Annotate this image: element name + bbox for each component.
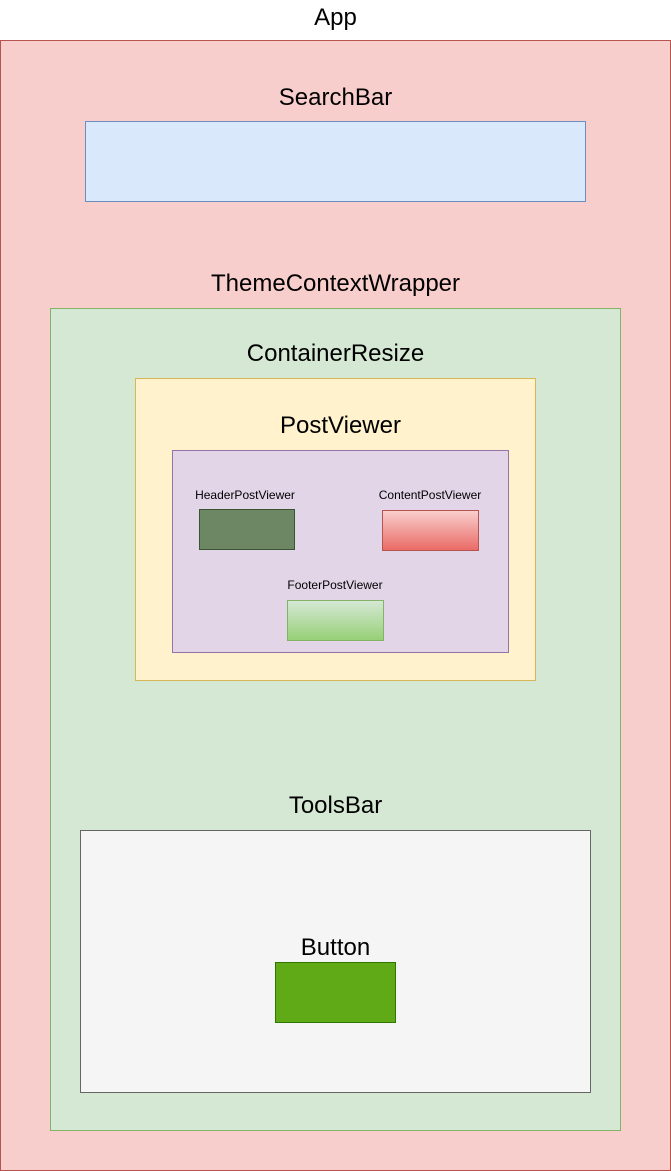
tools-bar-label: ToolsBar bbox=[288, 792, 383, 819]
content-post-viewer-box bbox=[382, 510, 479, 551]
header-post-viewer-box bbox=[199, 509, 295, 550]
container-resize-label: ContainerResize bbox=[246, 340, 425, 367]
searchbar-box bbox=[85, 121, 586, 202]
footer-post-viewer-box bbox=[287, 600, 384, 641]
searchbar-label: SearchBar bbox=[278, 84, 393, 111]
post-viewer-label: PostViewer bbox=[280, 412, 401, 439]
header-post-viewer-label: HeaderPostViewer bbox=[195, 488, 295, 502]
tools-bar-box bbox=[80, 830, 591, 1093]
theme-context-wrapper-label: ThemeContextWrapper bbox=[211, 270, 460, 297]
button-component-label: Button bbox=[300, 934, 371, 961]
content-post-viewer-label: ContentPostViewer bbox=[378, 488, 482, 502]
footer-post-viewer-label: FooterPostViewer bbox=[287, 578, 383, 592]
app-label: App bbox=[314, 4, 357, 31]
button-component-box bbox=[275, 962, 396, 1023]
